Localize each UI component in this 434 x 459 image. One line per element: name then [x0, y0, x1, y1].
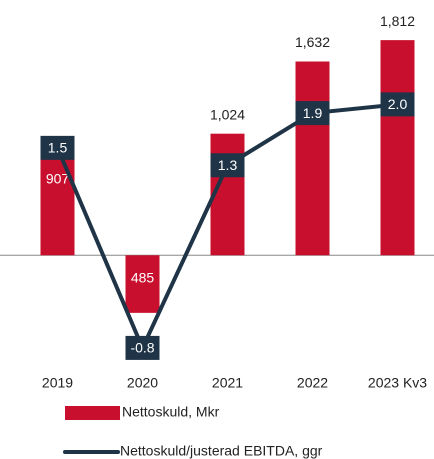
bar-value-label: 485 — [131, 270, 155, 286]
bar — [40, 147, 75, 256]
line-value-box — [210, 153, 245, 178]
x-tick-label: 2021 — [212, 375, 243, 391]
line-value-label: -0.8 — [130, 340, 154, 356]
line-value-box — [125, 335, 160, 360]
bar-value-label: 1,812 — [380, 13, 415, 29]
bar-value-label: 1,632 — [295, 34, 330, 50]
bar — [380, 40, 415, 256]
line-value-label: 2.0 — [388, 96, 408, 112]
x-tick-label: 2020 — [127, 375, 158, 391]
bar — [125, 255, 160, 313]
bar-value-label: 1,024 — [210, 106, 245, 122]
bar-value-label: 907 — [46, 170, 70, 186]
line-value-box — [40, 135, 75, 160]
legend-label: Nettoskuld/justerad EBITDA, ggr — [120, 443, 323, 459]
line-value-box — [380, 92, 415, 117]
x-tick-label: 2023 Kv3 — [368, 375, 427, 391]
line-value-label: 1.9 — [303, 105, 323, 121]
legend-swatch — [65, 406, 120, 420]
line-value-box — [295, 101, 330, 126]
x-tick-label: 2019 — [42, 375, 73, 391]
x-tick-label: 2022 — [297, 375, 328, 391]
line-value-label: 1.3 — [218, 157, 238, 173]
bar — [295, 61, 330, 256]
line-value-label: 1.5 — [48, 140, 68, 156]
legend-label: Nettoskuld, Mkr — [122, 404, 220, 420]
